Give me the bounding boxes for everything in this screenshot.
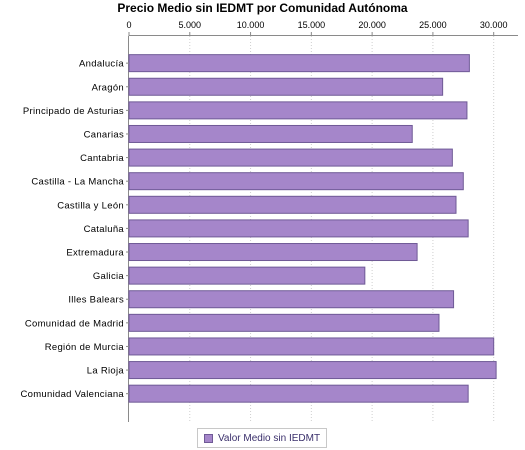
x-tick-label: 25.000 xyxy=(419,20,447,30)
bar xyxy=(128,384,469,403)
category-label: Cataluña xyxy=(84,224,125,235)
bar xyxy=(128,101,468,120)
bar xyxy=(128,148,453,167)
category-label: Castilla - La Mancha xyxy=(31,177,124,188)
bar xyxy=(128,290,455,309)
bar xyxy=(128,124,413,143)
category-label: Comunidad de Madrid xyxy=(25,318,124,329)
x-tick-label: 0 xyxy=(126,20,131,30)
x-tick-label: 5.000 xyxy=(179,20,202,30)
x-tick-label: 30.000 xyxy=(480,20,508,30)
category-label: Andalucía xyxy=(79,59,124,70)
category-label: Región de Murcia xyxy=(45,342,125,353)
category-label: Principado de Asturias xyxy=(23,106,124,117)
chart-title: Precio Medio sin IEDMT por Comunidad Aut… xyxy=(117,1,408,15)
category-label: Cantabria xyxy=(80,153,124,164)
category-label: Extremadura xyxy=(66,248,124,259)
x-tick-label: 20.000 xyxy=(358,20,386,30)
category-label: Comunidad Valenciana xyxy=(20,389,124,400)
x-tick-label: 10.000 xyxy=(237,20,265,30)
bar xyxy=(128,219,469,238)
bar xyxy=(128,54,470,73)
category-label: Galicia xyxy=(93,271,125,282)
legend-swatch xyxy=(204,433,213,443)
category-label: Canarias xyxy=(84,129,124,140)
bar xyxy=(128,195,457,214)
x-tick-label: 15.000 xyxy=(298,20,326,30)
bar xyxy=(128,266,366,285)
legend-label: Valor Medio sin IEDMT xyxy=(218,432,321,444)
bar xyxy=(128,337,495,356)
category-label: Castilla y León xyxy=(57,200,124,211)
category-label: Aragón xyxy=(92,82,124,93)
legend: Valor Medio sin IEDMT xyxy=(197,428,328,448)
category-label: Illes Balears xyxy=(68,295,124,306)
bar xyxy=(128,243,418,262)
bar xyxy=(128,361,497,380)
bar xyxy=(128,77,444,96)
bar xyxy=(128,172,464,191)
bar xyxy=(128,313,440,332)
category-label: La Rioja xyxy=(87,366,125,377)
